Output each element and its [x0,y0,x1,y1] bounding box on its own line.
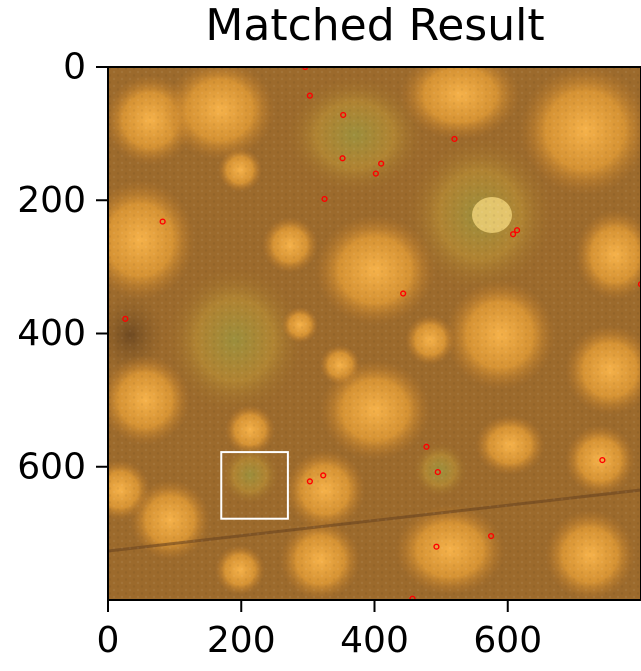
match-point-15 [599,456,606,464]
match-point-19 [487,532,495,540]
y-tick-label-0: 0 [63,47,86,88]
match-point-20 [433,543,440,550]
match-point-4 [339,155,346,162]
match-point-9 [513,227,521,234]
plot-area [108,67,641,600]
match-box [220,451,289,520]
x-axis: 0 200 400 600 [97,600,542,661]
y-tick-label-2: 400 [17,313,86,354]
x-tick-label-3: 600 [473,620,542,661]
match-point-12 [400,290,407,297]
match-point-7 [321,195,328,203]
match-point-21 [409,595,416,600]
match-point-5 [378,160,385,167]
y-tick-label-1: 200 [17,180,86,221]
match-point-13 [122,315,129,322]
match-point-16 [434,468,441,476]
micrograph-background [108,67,641,600]
match-point-0 [302,67,309,71]
match-point-10 [509,231,517,238]
x-tick-label-1: 200 [207,620,276,661]
match-point-17 [320,472,327,479]
x-tick-label-2: 400 [340,620,409,661]
match-point-14 [423,443,430,450]
match-point-2 [340,111,347,119]
y-tick-label-3: 600 [17,446,86,487]
match-point-1 [306,92,313,99]
match-point-8 [159,218,166,225]
match-point-3 [451,135,458,143]
x-tick-label-0: 0 [97,620,120,661]
y-axis: 0 200 400 600 [17,47,108,487]
chart-title: Matched Result [205,0,544,51]
match-point-18 [306,478,313,485]
match-point-6 [372,170,379,177]
